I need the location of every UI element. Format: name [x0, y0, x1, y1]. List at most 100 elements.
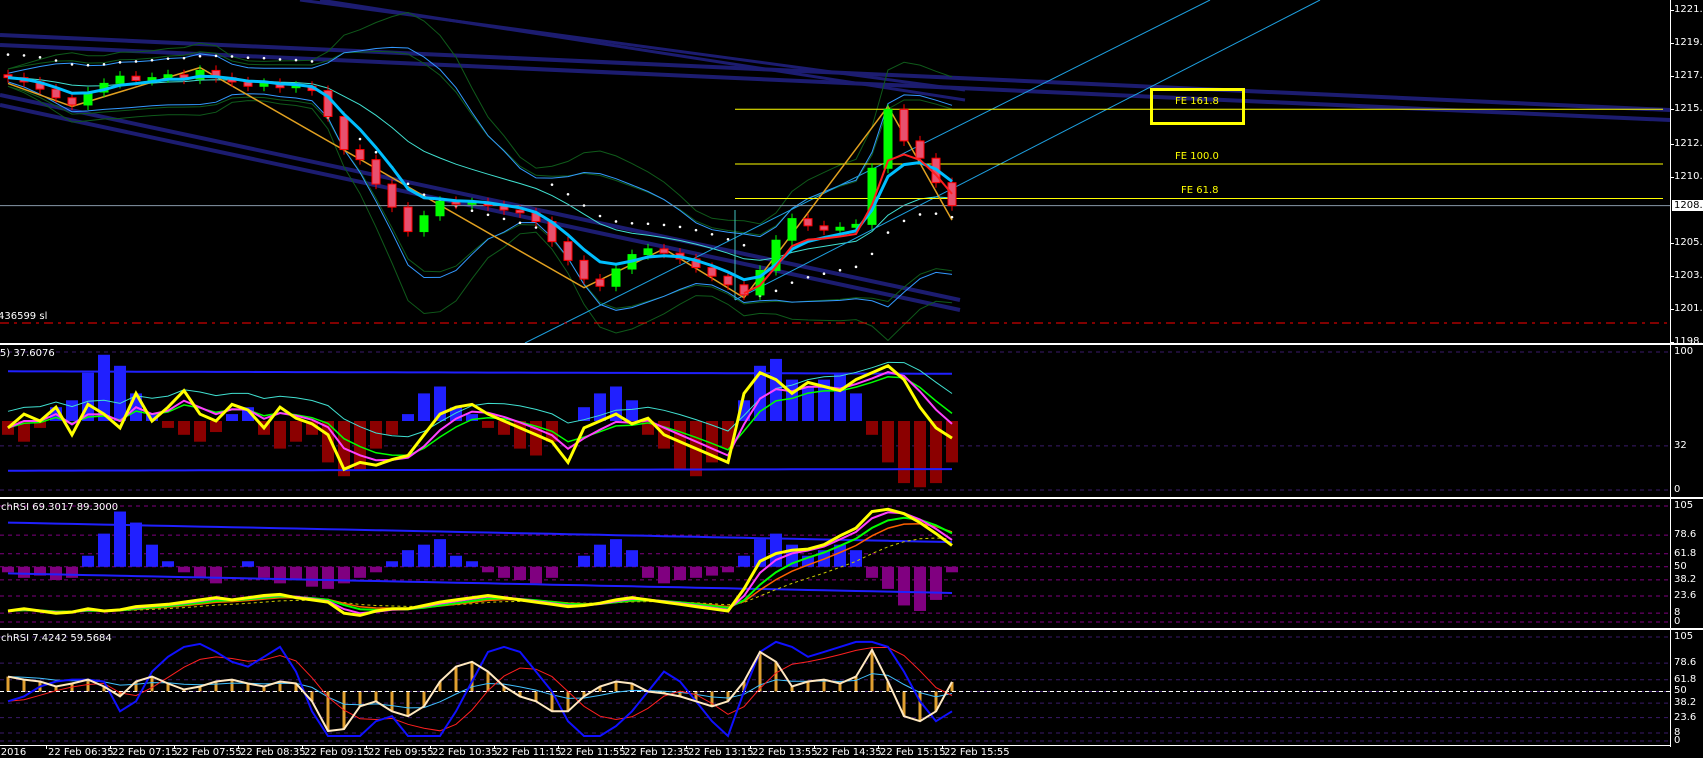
sar-dot: [870, 252, 874, 256]
time-axis-label: 22 Feb 09:55: [368, 747, 434, 758]
current-price-label: 1208.3: [1672, 199, 1703, 211]
histogram-bar: [418, 544, 430, 567]
histogram-bar: [358, 691, 362, 707]
sar-dot: [486, 213, 490, 217]
histogram-bar: [774, 661, 778, 692]
sar-dot: [54, 59, 58, 62]
histogram-bar: [402, 414, 414, 421]
stochrsi-main-line: [7, 647, 953, 733]
oscillator-tick-label: 105: [1674, 631, 1694, 642]
price-tick-mark: [1670, 342, 1674, 344]
oscillator-main-line: [7, 364, 953, 472]
sar-dot: [678, 225, 682, 229]
green-signal-line: [7, 516, 953, 613]
oscillator-1-chart: [0, 351, 1670, 491]
histogram-bar: [114, 365, 126, 421]
oscillator-tick-label: 78.6: [1674, 529, 1697, 541]
histogram-bar: [134, 681, 138, 692]
stochrsi-2-label: chRSI 7.4242 59.5684: [1, 633, 112, 644]
sar-dot: [294, 58, 298, 62]
time-tick-mark: [110, 745, 111, 749]
sar-dot: [70, 63, 74, 66]
histogram-bar: [210, 566, 222, 584]
histogram-bar: [758, 651, 762, 692]
histogram-bar: [438, 681, 442, 692]
histogram-bar: [374, 691, 378, 702]
histogram-bar: [390, 691, 394, 712]
histogram-bar: [754, 365, 766, 421]
time-axis-label: 22 Feb 09:15: [304, 747, 370, 758]
price-tick-mark: [1670, 176, 1674, 178]
oscillator-tick-label: 8: [1674, 607, 1681, 619]
histogram-bar: [370, 421, 382, 449]
fe-level-label: FE 161.8: [1175, 96, 1219, 108]
panel-divider[interactable]: [0, 497, 1703, 499]
histogram-bar: [914, 421, 926, 488]
histogram-bar: [178, 421, 190, 435]
histogram-bar: [866, 421, 878, 435]
fe-level-label: FE 100.0: [1175, 150, 1219, 162]
time-tick-mark: [622, 745, 623, 749]
regression-channel-line: [0, 103, 961, 312]
sar-dot: [902, 219, 906, 223]
histogram-bar: [614, 681, 618, 692]
histogram-bar: [274, 421, 286, 449]
histogram-bar: [850, 550, 862, 567]
bear-candle: [915, 140, 925, 159]
bull-candle: [419, 215, 429, 233]
histogram-bar: [706, 421, 718, 463]
histogram-bar: [854, 676, 858, 692]
histogram-bar: [434, 539, 446, 567]
sar-dot: [774, 289, 778, 293]
histogram-bar: [2, 566, 14, 573]
sar-dot: [22, 54, 26, 57]
slow-signal-line: [7, 537, 953, 612]
histogram-bar: [802, 386, 814, 421]
bear-candle: [323, 90, 333, 117]
bear-candle: [403, 206, 413, 233]
sar-dot: [886, 231, 890, 234]
stochrsi-panel-2[interactable]: [0, 631, 1670, 745]
sar-dot: [934, 212, 938, 215]
bear-candle: [739, 284, 749, 296]
sar-dot: [838, 268, 842, 272]
time-tick-mark: [942, 745, 943, 749]
time-axis[interactable]: [0, 745, 1670, 746]
histogram-bar: [194, 421, 206, 442]
histogram-bar: [226, 414, 238, 421]
histogram-bar: [914, 566, 926, 611]
histogram-bar: [546, 566, 558, 578]
bear-candle: [371, 159, 381, 185]
stochrsi-panel-1[interactable]: [0, 500, 1670, 628]
sar-dot: [406, 182, 410, 186]
histogram-bar: [210, 421, 222, 433]
histogram-bar: [118, 691, 122, 697]
lower-band-line: [8, 468, 952, 472]
histogram-bar: [806, 681, 810, 692]
histogram-bar: [790, 686, 794, 692]
histogram-bar: [150, 676, 154, 692]
sar-dot: [518, 221, 522, 225]
histogram-bar: [534, 691, 538, 702]
oscillator-tick-label: 0: [1674, 616, 1681, 628]
histogram-bar: [834, 372, 846, 421]
panel-divider[interactable]: [0, 628, 1703, 630]
panel-divider[interactable]: [0, 343, 1703, 345]
time-axis-label: 22 Feb 11:15: [496, 747, 562, 758]
histogram-bar: [886, 681, 890, 692]
histogram-bar: [214, 681, 218, 692]
price-tick-mark: [1670, 76, 1674, 78]
histogram-bar: [738, 555, 750, 567]
lower-band-line: [7, 572, 953, 594]
sar-dot: [278, 58, 282, 61]
oscillator-panel-1[interactable]: [0, 346, 1670, 497]
price-axis[interactable]: [1670, 0, 1671, 747]
bull-candle: [771, 239, 781, 271]
time-axis-label: 22 Feb 10:35: [432, 747, 498, 758]
oscillator-tick-label: 100: [1674, 346, 1694, 357]
histogram-bar: [882, 566, 894, 589]
histogram-bar: [822, 679, 826, 692]
histogram-bar: [34, 566, 46, 576]
oscillator-tick-label: 38.2: [1674, 697, 1697, 709]
main-price-panel[interactable]: [0, 0, 1670, 343]
